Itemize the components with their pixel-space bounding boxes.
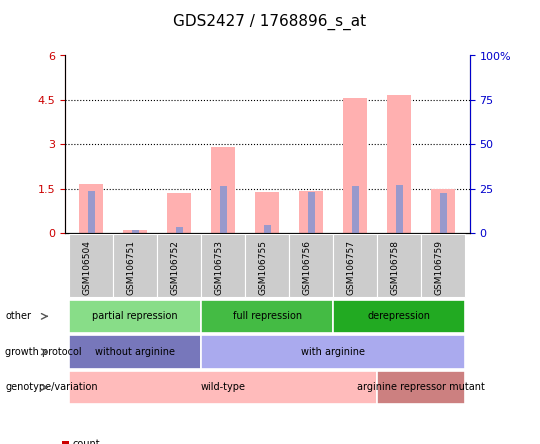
Text: wild-type: wild-type <box>201 382 246 392</box>
Text: GSM106753: GSM106753 <box>214 240 223 295</box>
Bar <box>211 147 235 233</box>
Text: full repression: full repression <box>233 311 302 321</box>
Bar <box>255 192 279 233</box>
Bar <box>123 230 147 233</box>
Text: GDS2427 / 1768896_s_at: GDS2427 / 1768896_s_at <box>173 13 367 29</box>
Text: GSM106758: GSM106758 <box>390 240 400 295</box>
Text: without arginine: without arginine <box>95 347 176 357</box>
Bar <box>176 226 183 233</box>
Text: GSM106755: GSM106755 <box>258 240 267 295</box>
Bar <box>387 95 411 233</box>
Text: genotype/variation: genotype/variation <box>5 382 98 392</box>
Bar <box>264 225 271 233</box>
Text: GSM106752: GSM106752 <box>170 240 179 295</box>
Text: GSM106751: GSM106751 <box>126 240 135 295</box>
Bar <box>220 186 227 233</box>
Bar <box>352 186 359 233</box>
Text: GSM106759: GSM106759 <box>434 240 443 295</box>
Bar <box>167 193 191 233</box>
Text: with arginine: with arginine <box>301 347 366 357</box>
Text: count: count <box>73 439 100 444</box>
Text: GSM106757: GSM106757 <box>346 240 355 295</box>
Text: GSM106756: GSM106756 <box>302 240 312 295</box>
Bar <box>79 184 103 233</box>
Text: GSM106504: GSM106504 <box>82 240 91 295</box>
Bar <box>396 185 403 233</box>
Text: growth protocol: growth protocol <box>5 347 82 357</box>
Bar <box>132 230 139 233</box>
Text: partial repression: partial repression <box>92 311 178 321</box>
Text: derepression: derepression <box>368 311 431 321</box>
Text: other: other <box>5 311 31 321</box>
Bar <box>343 99 367 233</box>
Bar <box>299 191 323 233</box>
Bar <box>431 189 456 233</box>
Bar <box>87 191 95 233</box>
Bar <box>308 192 315 233</box>
Bar <box>440 193 447 233</box>
Text: arginine repressor mutant: arginine repressor mutant <box>357 382 485 392</box>
